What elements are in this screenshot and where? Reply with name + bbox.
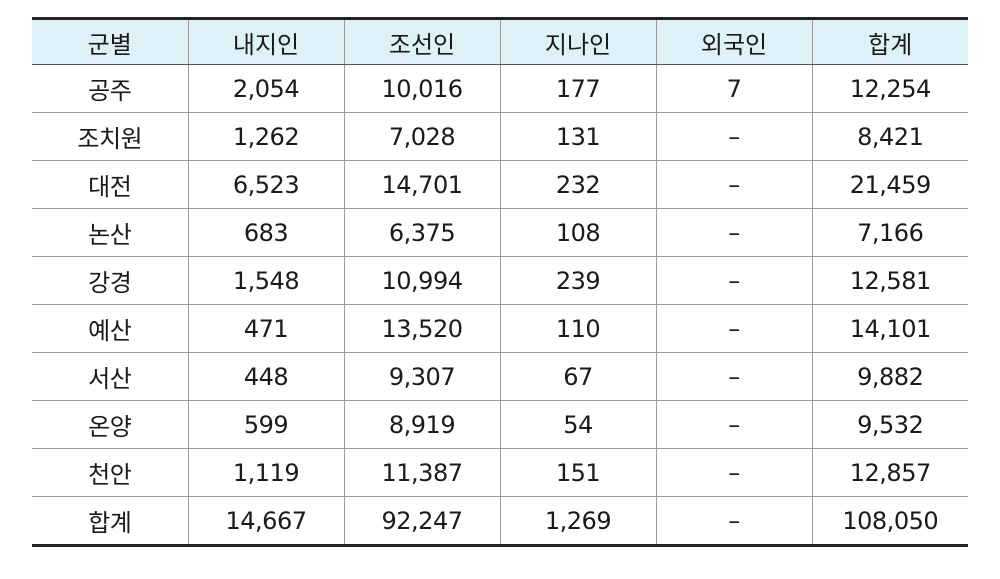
table-cell-japanese: 2,054 [187,64,344,113]
table-cell-korean: 8,919 [343,400,500,449]
table-cell-chinese: 67 [499,352,656,401]
table-cell-total: 8,421 [811,112,968,161]
table-cell-district: 온양 [32,400,188,449]
table-cell-foreigner: – [655,112,812,161]
table-cell-korean: 9,307 [343,352,500,401]
table-cell-japanese: 6,523 [187,160,344,209]
table-row-total: 합계 14,667 92,247 1,269–108,050 [32,496,968,547]
table-cell-chinese: 177 [499,64,656,113]
table-cell-chinese: 1,269 [499,496,656,547]
table-cell-korean: 13,520 [343,304,500,353]
table-cell-foreigner: – [655,400,812,449]
table-cell-total: 9,532 [811,400,968,449]
table-cell-foreigner: – [655,256,812,305]
table-row: 공주 2,054 10,016 177 7 12,254 [32,64,968,113]
header-cell-district: 군별 [32,17,188,65]
table-cell-korean: 10,016 [343,64,500,113]
table-cell-korean: 92,247 [343,496,500,547]
table-cell-japanese: 471 [187,304,344,353]
table-cell-district: 합계 [32,496,188,547]
table-row: 조치원 1,262 7,028 131–8,421 [32,112,968,161]
header-cell-foreigner: 외국인 [655,17,812,65]
table-cell-korean: 6,375 [343,208,500,257]
table-cell-japanese: 1,119 [187,448,344,497]
table-cell-korean: 7,028 [343,112,500,161]
table-cell-foreigner: – [655,304,812,353]
table-cell-total: 12,254 [811,64,968,113]
header-cell-japanese: 내지인 [187,17,344,65]
table-header: 군별 내지인 조선인 지나인 외국인 합계 [32,17,968,65]
table-row: 천안 1,119 11,387 151–12,857 [32,448,968,497]
table-cell-korean: 10,994 [343,256,500,305]
table-cell-total: 21,459 [811,160,968,209]
header-row: 군별 내지인 조선인 지나인 외국인 합계 [32,17,968,65]
table-cell-district: 서산 [32,352,188,401]
table-cell-foreigner: – [655,496,812,547]
table-cell-chinese: 131 [499,112,656,161]
table-cell-japanese: 448 [187,352,344,401]
table-row: 온양 599 8,919 54–9,532 [32,400,968,449]
table-cell-total: 14,101 [811,304,968,353]
table-cell-chinese: 151 [499,448,656,497]
table-cell-total: 7,166 [811,208,968,257]
table-body: 공주 2,054 10,016 177 7 12,254 조치원 1,262 7,028 131–… [32,64,968,547]
table-cell-japanese: 1,548 [187,256,344,305]
table-cell-chinese: 232 [499,160,656,209]
table-row: 논산 683 6,375 108–7,166 [32,208,968,257]
table-cell-district: 예산 [32,304,188,353]
table-row: 대전 6,523 14,701 232–21,459 [32,160,968,209]
table-cell-chinese: 108 [499,208,656,257]
table-cell-district: 대전 [32,160,188,209]
table-cell-chinese: 54 [499,400,656,449]
table-cell-district: 천안 [32,448,188,497]
table-cell-total: 9,882 [811,352,968,401]
population-table: 군별 내지인 조선인 지나인 외국인 합계 공주 2,054 10,016 177 7 1… [32,17,968,547]
table-cell-foreigner: – [655,352,812,401]
table-cell-district: 공주 [32,64,188,113]
header-cell-chinese: 지나인 [499,17,656,65]
header-cell-korean: 조선인 [343,17,500,65]
table-cell-korean: 14,701 [343,160,500,209]
table-cell-korean: 11,387 [343,448,500,497]
table-cell-japanese: 1,262 [187,112,344,161]
header-cell-total: 합계 [811,17,968,65]
table-row: 예산 471 13,520 110–14,101 [32,304,968,353]
table-cell-japanese: 683 [187,208,344,257]
table-cell-district: 논산 [32,208,188,257]
table-row: 강경 1,548 10,994 239–12,581 [32,256,968,305]
table-cell-district: 조치원 [32,112,188,161]
table-cell-total: 12,581 [811,256,968,305]
table-cell-foreigner: – [655,160,812,209]
table-cell-foreigner: – [655,448,812,497]
table-cell-japanese: 14,667 [187,496,344,547]
population-table-wrapper: 군별 내지인 조선인 지나인 외국인 합계 공주 2,054 10,016 177 7 1… [32,17,968,547]
table-cell-total: 108,050 [811,496,968,547]
table-cell-chinese: 110 [499,304,656,353]
table-cell-total: 12,857 [811,448,968,497]
table-cell-foreigner: 7 [655,64,812,113]
table-cell-foreigner: – [655,208,812,257]
table-cell-japanese: 599 [187,400,344,449]
table-cell-chinese: 239 [499,256,656,305]
table-cell-district: 강경 [32,256,188,305]
table-row: 서산 448 9,307 67–9,882 [32,352,968,401]
